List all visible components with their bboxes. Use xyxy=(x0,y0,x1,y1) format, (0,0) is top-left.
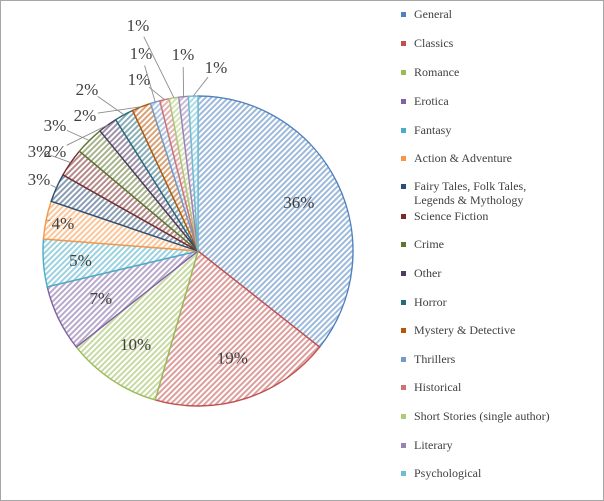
pie-slice-classics xyxy=(154,249,321,407)
legend-label: Fairy Tales, Folk Tales, Legends & Mythol… xyxy=(414,179,527,207)
leader-line xyxy=(66,124,108,146)
legend-marker-icon xyxy=(401,242,406,247)
legend-label: Science Fiction xyxy=(414,209,489,223)
leader-line xyxy=(192,76,209,97)
data-label: 36% xyxy=(283,193,314,212)
legend-label: Crime xyxy=(414,237,444,251)
legend-label: General xyxy=(414,7,452,21)
legend-label: Erotica xyxy=(414,94,449,108)
legend-marker-icon xyxy=(401,128,406,133)
data-label: 2% xyxy=(44,142,67,161)
legend-label: Mystery & Detective xyxy=(414,323,516,337)
legend-marker-icon xyxy=(401,214,406,219)
data-label: 1% xyxy=(205,58,228,77)
legend-label: Other xyxy=(414,266,442,280)
legend-label: Thrillers xyxy=(414,352,456,366)
data-label: 1% xyxy=(130,44,153,63)
data-label: 1% xyxy=(128,70,151,89)
pie-slice-general xyxy=(197,95,354,349)
legend-marker-icon xyxy=(401,271,406,276)
legend-marker-icon xyxy=(401,357,406,362)
leader-line xyxy=(50,184,57,189)
legend-label: Romance xyxy=(414,65,460,79)
data-label: 3% xyxy=(44,116,67,135)
legend-marker-icon xyxy=(401,99,406,104)
legend-label: Short Stories (single author) xyxy=(414,409,550,423)
legend-marker-icon xyxy=(401,414,406,419)
legend-marker-icon xyxy=(401,184,406,189)
data-label: 10% xyxy=(120,335,151,354)
legend-marker-icon xyxy=(401,385,406,390)
leader-line xyxy=(144,65,156,103)
leader-line xyxy=(51,155,71,164)
legend-label: Literary xyxy=(414,438,453,452)
legend-marker-icon xyxy=(401,443,406,448)
leader-line xyxy=(143,36,175,99)
legend-marker-icon xyxy=(401,70,406,75)
leader-line xyxy=(46,219,51,222)
pie-chart: 36%19%10%7%5%4%3%3%3%2%2%2%1%1%1%1%1% xyxy=(28,16,354,407)
data-label: 1% xyxy=(172,45,195,64)
data-label: 19% xyxy=(217,349,248,368)
data-label: 2% xyxy=(76,80,99,99)
legend-marker-icon xyxy=(401,328,406,333)
data-label: 3% xyxy=(28,142,51,161)
legend-label: Action & Adventure xyxy=(414,151,512,165)
legend-label: Horror xyxy=(414,295,447,309)
pie-slice-romance xyxy=(75,249,200,401)
legend-marker-icon xyxy=(401,471,406,476)
legend-marker-icon xyxy=(401,300,406,305)
legend-label: Classics xyxy=(414,36,454,50)
legend: General Classics Romance Erotica Fantasy Acti… xyxy=(399,1,603,500)
data-label: 1% xyxy=(127,16,150,35)
data-label: 3% xyxy=(28,170,51,189)
legend-label: Fantasy xyxy=(414,123,452,137)
legend-marker-icon xyxy=(401,12,406,17)
legend-label: Psychological xyxy=(414,466,482,480)
legend-marker-icon xyxy=(401,156,406,161)
legend-marker-icon xyxy=(401,41,406,46)
legend-label: Historical xyxy=(414,380,462,394)
leader-line xyxy=(66,129,90,141)
leader-line xyxy=(148,86,165,101)
data-label: 2% xyxy=(74,106,97,125)
data-label: 5% xyxy=(69,251,92,270)
data-label: 7% xyxy=(89,289,112,308)
data-label: 4% xyxy=(52,214,75,233)
leader-line xyxy=(97,96,125,116)
leader-line xyxy=(97,106,142,114)
